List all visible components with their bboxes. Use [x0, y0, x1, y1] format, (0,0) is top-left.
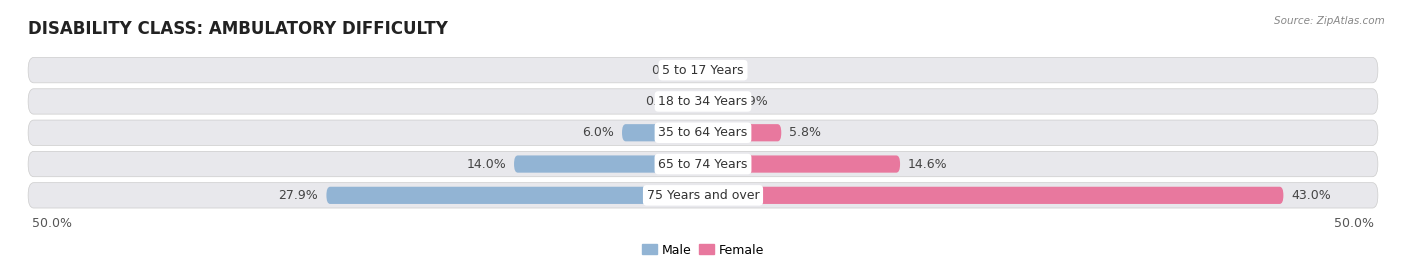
Text: 0.2%: 0.2% [714, 64, 745, 77]
Text: 43.0%: 43.0% [1292, 189, 1331, 202]
Text: 0.74%: 0.74% [645, 95, 685, 108]
FancyBboxPatch shape [326, 187, 703, 204]
FancyBboxPatch shape [28, 89, 1378, 114]
FancyBboxPatch shape [703, 155, 900, 173]
Legend: Male, Female: Male, Female [637, 239, 769, 262]
Text: 0.28%: 0.28% [651, 64, 692, 77]
FancyBboxPatch shape [703, 93, 728, 110]
Text: 27.9%: 27.9% [278, 189, 318, 202]
Text: 14.0%: 14.0% [467, 158, 506, 170]
FancyBboxPatch shape [28, 183, 1378, 208]
FancyBboxPatch shape [703, 187, 1284, 204]
FancyBboxPatch shape [693, 93, 703, 110]
FancyBboxPatch shape [702, 62, 707, 79]
FancyBboxPatch shape [703, 124, 782, 141]
Text: Source: ZipAtlas.com: Source: ZipAtlas.com [1274, 16, 1385, 26]
Text: 14.6%: 14.6% [908, 158, 948, 170]
FancyBboxPatch shape [621, 124, 703, 141]
Text: DISABILITY CLASS: AMBULATORY DIFFICULTY: DISABILITY CLASS: AMBULATORY DIFFICULTY [28, 20, 449, 38]
Text: 6.0%: 6.0% [582, 126, 614, 139]
FancyBboxPatch shape [699, 62, 703, 79]
Text: 18 to 34 Years: 18 to 34 Years [658, 95, 748, 108]
Text: 5 to 17 Years: 5 to 17 Years [662, 64, 744, 77]
Text: 50.0%: 50.0% [32, 217, 72, 230]
FancyBboxPatch shape [28, 57, 1378, 83]
Text: 1.9%: 1.9% [737, 95, 769, 108]
FancyBboxPatch shape [515, 155, 703, 173]
FancyBboxPatch shape [28, 120, 1378, 146]
Text: 75 Years and over: 75 Years and over [647, 189, 759, 202]
Text: 65 to 74 Years: 65 to 74 Years [658, 158, 748, 170]
Text: 5.8%: 5.8% [789, 126, 821, 139]
Text: 50.0%: 50.0% [1334, 217, 1374, 230]
Text: 35 to 64 Years: 35 to 64 Years [658, 126, 748, 139]
FancyBboxPatch shape [28, 151, 1378, 177]
